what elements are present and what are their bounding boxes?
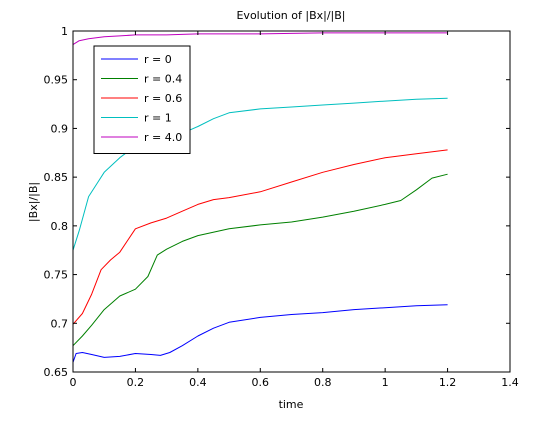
x-tick-label: 0.6: [252, 376, 270, 389]
legend: r = 0 r = 0.4 r = 0.6 r = 1 r = 4.0: [93, 45, 191, 154]
x-axis-label: time: [279, 398, 304, 411]
y-tick-label: 0.9: [51, 122, 69, 135]
axes-box: [72, 30, 511, 373]
y-tick-label: 1: [61, 25, 68, 38]
x-tick-label: 1.2: [439, 376, 457, 389]
plot-area: 0 0.2 0.4 0.6 0.8 1 1.2 1.4 0.65 0.7 0.75 0.8 0.85 0.…: [44, 25, 519, 389]
x-tick-label: 1.4: [501, 376, 519, 389]
legend-label: r = 4.0: [144, 131, 182, 144]
legend-label: r = 0: [144, 53, 172, 66]
legend-box: [93, 45, 191, 154]
legend-label: r = 0.4: [144, 73, 182, 86]
x-tick-label: 0.2: [127, 376, 145, 389]
legend-label: r = 1: [144, 112, 172, 125]
series-line-1: [72, 173, 448, 347]
y-tick-label: 0.8: [51, 220, 69, 233]
y-axis-label: |Bx|/|B|: [27, 182, 40, 222]
y-tick-label: 0.95: [44, 74, 69, 87]
x-tick-label: 0.8: [314, 376, 332, 389]
y-tick-label: 0.85: [44, 171, 69, 184]
series-line-2: [72, 149, 448, 325]
y-tick-label: 0.65: [44, 366, 69, 379]
chart-title: Evolution of |Bx|/|B|: [236, 9, 345, 22]
y-tick-label: 0.7: [51, 317, 69, 330]
x-tick-label: 1: [382, 376, 389, 389]
legend-label: r = 0.6: [144, 92, 182, 105]
y-tick-label: 0.75: [44, 269, 69, 282]
series-line-0: [72, 304, 448, 363]
x-tick-label: 0: [70, 376, 77, 389]
x-tick-label: 0.4: [189, 376, 207, 389]
